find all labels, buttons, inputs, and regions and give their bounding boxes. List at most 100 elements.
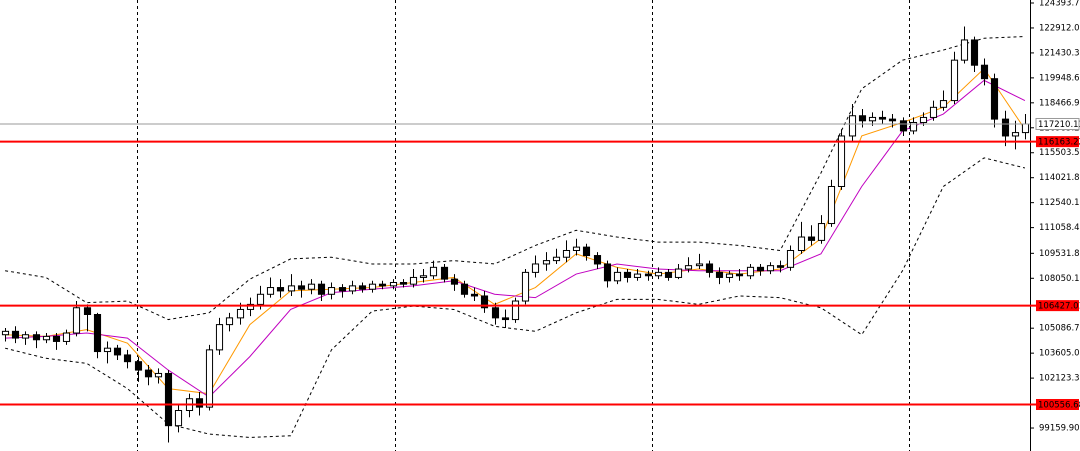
candle-body: [572, 246, 581, 251]
candle-body: [878, 116, 887, 120]
candle-body: [674, 268, 683, 278]
candle-body: [644, 273, 653, 277]
candle-body: [1011, 132, 1020, 137]
candle-body: [174, 410, 183, 427]
candle-body: [715, 271, 724, 278]
level-label: 116163.22: [1038, 138, 1080, 148]
candle-body: [531, 263, 540, 273]
candle-body: [460, 283, 469, 295]
candle-body: [786, 249, 795, 268]
y-tick-label: 103605.00: [1039, 349, 1080, 359]
candle-body: [939, 100, 948, 108]
candle-body: [307, 283, 316, 290]
candle-body: [21, 334, 30, 339]
candle-body: [582, 246, 591, 257]
candle-body: [338, 287, 347, 292]
candle-body: [837, 135, 846, 187]
indicator-line: [5, 36, 1025, 321]
candle-body: [919, 116, 928, 123]
y-tick-label: 121430.30: [1039, 48, 1080, 58]
y-tick-label: 112540.10: [1039, 198, 1080, 208]
candle-body: [613, 271, 622, 282]
candle-body: [256, 293, 265, 305]
candle-body: [195, 398, 204, 408]
y-tick-label: 99159.90: [1039, 424, 1080, 434]
candle-body: [562, 249, 571, 258]
candle-body: [348, 285, 357, 292]
candle-body: [980, 64, 989, 80]
candle-body: [664, 271, 673, 278]
candle-body: [32, 334, 41, 341]
candle-body: [756, 266, 765, 272]
candle-body: [511, 300, 520, 321]
candle-body: [164, 372, 173, 427]
candle-body: [868, 116, 877, 122]
candle-body: [1001, 118, 1010, 137]
candle-body: [950, 59, 959, 102]
candle-body: [297, 285, 306, 290]
current-price-label-box: [1035, 117, 1080, 130]
candle-body: [62, 332, 71, 342]
candle-body: [93, 313, 102, 353]
candle-body: [552, 256, 561, 262]
y-tick-label: 122912.00: [1039, 23, 1080, 33]
candle-body: [797, 236, 806, 251]
current-price-label: 117210.13: [1038, 120, 1080, 130]
level-label: 106427.01: [1038, 302, 1080, 312]
candle-body: [695, 263, 704, 267]
candle-body: [83, 307, 92, 315]
candle-body: [746, 266, 755, 277]
candle-body: [827, 185, 836, 225]
candle-body: [11, 330, 20, 339]
candle-body: [960, 39, 969, 61]
candle-body: [491, 307, 500, 319]
candle-body: [990, 78, 999, 120]
candle-body: [409, 276, 418, 285]
level-label: 100556.68: [1038, 400, 1080, 410]
candle-body: [113, 347, 122, 356]
candle-body: [266, 287, 275, 295]
candle-body: [521, 271, 530, 302]
candle-body: [419, 275, 428, 278]
candle-body: [246, 303, 255, 310]
indicator-line: [5, 79, 1026, 398]
y-tick-label: 114021.80: [1039, 173, 1080, 183]
candle-body: [52, 335, 61, 342]
candle-body: [399, 281, 408, 285]
candle-body: [123, 354, 132, 363]
candle-body: [705, 263, 714, 273]
candle-body: [103, 347, 112, 353]
candle-body: [766, 265, 775, 272]
candle-body: [287, 285, 296, 292]
candle-body: [593, 255, 602, 265]
candle-body: [205, 349, 214, 408]
candle-body: [542, 260, 551, 265]
candle-body: [603, 263, 612, 282]
candle-body: [215, 324, 224, 351]
candle-body: [858, 115, 867, 122]
y-tick-label: 115503.50: [1039, 148, 1080, 158]
candle-body: [899, 120, 908, 132]
candle-body: [888, 118, 897, 122]
y-tick-label: 102123.30: [1039, 374, 1080, 384]
level-label-box: [1036, 300, 1079, 312]
candle-body: [378, 283, 387, 287]
candle-body: [72, 307, 81, 334]
level-label-box: [1036, 136, 1079, 148]
y-tick-label: 105086.70: [1039, 324, 1080, 334]
candle-body: [684, 265, 693, 270]
candle-body: [480, 295, 489, 309]
candle-body: [134, 361, 143, 371]
candle-body: [848, 115, 857, 137]
candle-body: [236, 308, 245, 319]
candle-body: [144, 369, 153, 378]
candle-body: [817, 223, 826, 241]
candle-body: [1, 330, 10, 336]
candle-body: [501, 317, 510, 321]
candle-body: [776, 265, 785, 268]
y-tick-label: 119948.60: [1039, 73, 1080, 83]
candle-body: [154, 372, 163, 378]
